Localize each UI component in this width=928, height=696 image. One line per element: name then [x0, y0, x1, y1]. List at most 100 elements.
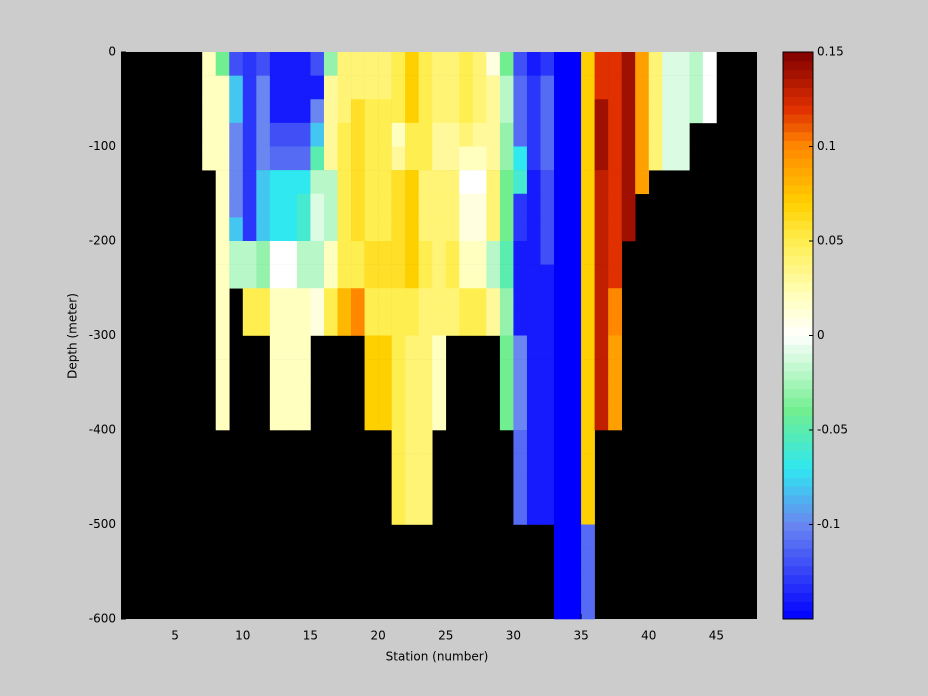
- heatmap-cell: [296, 382, 311, 407]
- heatmap-cell: [581, 548, 595, 573]
- heatmap-cell: [310, 99, 325, 124]
- heatmap-cell: [459, 264, 474, 289]
- heatmap-cell: [608, 99, 622, 124]
- heatmap-cell: [581, 571, 595, 596]
- heatmap-cell: [554, 548, 568, 573]
- heatmap-cell: [364, 193, 379, 218]
- heatmap-cell: [702, 52, 717, 76]
- heatmap-cell: [418, 122, 433, 147]
- heatmap-cell: [323, 122, 338, 147]
- colorbar-swatch: [783, 424, 813, 434]
- heatmap-cell: [296, 359, 311, 384]
- heatmap-cell: [635, 75, 650, 100]
- heatmap-cell: [594, 359, 609, 384]
- heatmap-cell: [554, 193, 568, 218]
- heatmap-cell: [378, 170, 392, 195]
- heatmap-cell: [554, 241, 568, 265]
- colorbar-swatch: [783, 556, 813, 567]
- heatmap-cell: [405, 122, 420, 147]
- heatmap-cell: [432, 170, 447, 195]
- heatmap-cell: [283, 146, 298, 171]
- heatmap-cell: [229, 217, 244, 242]
- heatmap-cell: [567, 548, 582, 573]
- heatmap-cell: [351, 311, 365, 336]
- heatmap-cell: [405, 217, 420, 242]
- heatmap-cell: [432, 75, 447, 100]
- heatmap-cell: [486, 217, 501, 242]
- heatmap-cell: [567, 146, 582, 171]
- heatmap-cell: [269, 52, 284, 76]
- heatmap-cell: [499, 170, 514, 195]
- heatmap-cell: [459, 241, 474, 265]
- heatmap-cell: [581, 524, 595, 549]
- y-tick-label: -200: [89, 234, 116, 248]
- heatmap-cell: [621, 146, 636, 171]
- heatmap-cell: [554, 595, 568, 620]
- heatmap-cell: [567, 430, 582, 454]
- heatmap-cell: [337, 122, 352, 147]
- heatmap-cell: [378, 52, 392, 76]
- heatmap-cell: [405, 453, 420, 478]
- heatmap-cell: [323, 264, 338, 289]
- heatmap-cell: [459, 146, 474, 171]
- heatmap-cell: [310, 146, 325, 171]
- heatmap-cell: [269, 217, 284, 242]
- colorbar-swatch: [783, 477, 813, 487]
- heatmap-cell: [269, 311, 284, 336]
- colorbar-tick-label: 0.1: [817, 139, 836, 153]
- heatmap-cell: [486, 122, 501, 147]
- heatmap-cell: [526, 99, 541, 124]
- heatmap-cell: [256, 146, 271, 171]
- heatmap-cell: [418, 193, 433, 218]
- y-tick-label: -500: [89, 517, 116, 531]
- heatmap-cell: [445, 146, 460, 171]
- heatmap-cell: [567, 311, 582, 336]
- heatmap-cell: [540, 406, 555, 431]
- heatmap-cell: [526, 382, 541, 407]
- heatmap-cell: [554, 524, 568, 549]
- heatmap-cell: [499, 359, 514, 384]
- colorbar-swatch: [783, 273, 813, 283]
- heatmap-cell: [513, 217, 528, 242]
- heatmap-cell: [540, 241, 555, 265]
- heatmap-cell: [554, 99, 568, 124]
- heatmap-cell: [202, 75, 217, 100]
- heatmap-cell: [378, 406, 392, 431]
- heatmap-cell: [215, 146, 230, 171]
- heatmap-cell: [594, 264, 609, 289]
- heatmap-cell: [269, 382, 284, 407]
- heatmap-cell: [364, 311, 379, 336]
- heatmap-cell: [540, 122, 555, 147]
- heatmap-cell: [608, 170, 622, 195]
- heatmap-cell: [296, 217, 311, 242]
- heatmap-cell: [594, 217, 609, 242]
- heatmap-cell: [364, 288, 379, 313]
- heatmap-cell: [378, 241, 392, 265]
- heatmap-cell: [296, 75, 311, 100]
- heatmap-cell: [310, 311, 325, 336]
- heatmap-cell: [337, 241, 352, 265]
- heatmap-cell: [581, 359, 595, 384]
- heatmap-cell: [594, 99, 609, 124]
- heatmap-cell: [554, 122, 568, 147]
- heatmap-cell: [242, 170, 257, 195]
- heatmap-cell: [567, 193, 582, 218]
- heatmap-cell: [323, 99, 338, 124]
- colorbar-swatch: [783, 158, 813, 168]
- colorbar-swatch: [783, 140, 813, 150]
- colorbar-swatch: [783, 415, 813, 425]
- heatmap-cell: [608, 382, 622, 407]
- heatmap-cell: [608, 311, 622, 336]
- heatmap-cell: [567, 241, 582, 265]
- heatmap-cell: [432, 241, 447, 265]
- heatmap-cell: [378, 193, 392, 218]
- heatmap-cell: [283, 217, 298, 242]
- heatmap-cell: [215, 193, 230, 218]
- heatmap-cell: [323, 241, 338, 265]
- heatmap-cell: [364, 52, 379, 76]
- heatmap-cell: [364, 99, 379, 124]
- x-tick-label: 30: [506, 629, 521, 643]
- heatmap-cell: [351, 146, 365, 171]
- heatmap-cell: [323, 311, 338, 336]
- x-tick-label: 35: [573, 629, 588, 643]
